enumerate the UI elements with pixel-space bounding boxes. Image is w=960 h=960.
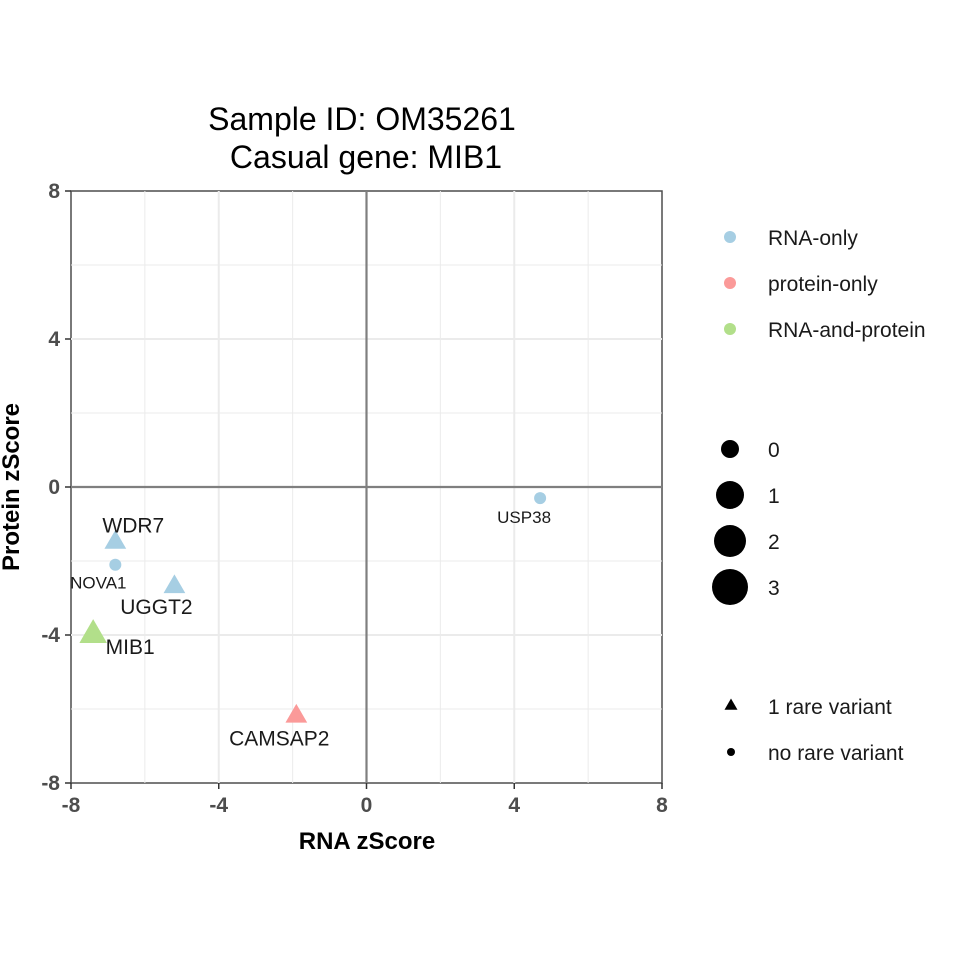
legend-color-key bbox=[724, 277, 736, 289]
legend-color-label: RNA-only bbox=[768, 227, 858, 250]
legend-size-label: 3 bbox=[768, 577, 780, 600]
y-axis-title: Protein zScore bbox=[0, 403, 25, 571]
y-tick-label: 8 bbox=[48, 180, 60, 203]
legend-color-key bbox=[724, 323, 736, 335]
zero-lines bbox=[71, 191, 662, 783]
y-tick-label: -4 bbox=[41, 624, 60, 647]
x-axis-ticks: -8 -4 0 4 8 bbox=[62, 783, 668, 817]
legend-color: RNA-only protein-only RNA-and-protein bbox=[724, 227, 926, 342]
y-tick-label: -8 bbox=[41, 772, 60, 795]
point-label-usp38: USP38 bbox=[497, 508, 551, 527]
y-tick-label: 0 bbox=[48, 476, 60, 499]
point-label-wdr7: WDR7 bbox=[102, 515, 164, 538]
legend-size-label: 0 bbox=[768, 439, 780, 462]
chart-title-line-1: Sample ID: OM35261 bbox=[208, 101, 516, 137]
y-tick-label: 4 bbox=[48, 328, 60, 351]
legend-size: 0 1 2 3 bbox=[712, 439, 780, 605]
point-label-uggt2: UGGT2 bbox=[120, 596, 192, 619]
point-label-camsap2: CAMSAP2 bbox=[229, 727, 329, 750]
y-axis-ticks: -8 -4 0 4 8 bbox=[41, 180, 71, 795]
legend-color-label: protein-only bbox=[768, 273, 878, 296]
point-nova1 bbox=[109, 558, 122, 571]
data-points bbox=[79, 492, 547, 723]
point-wdr7 bbox=[104, 529, 127, 549]
chart-title: Sample ID: OM35261 Casual gene: MIB1 bbox=[208, 101, 516, 175]
x-tick-label: 8 bbox=[656, 794, 668, 817]
point-labels: USP38 WDR7 NOVA1 UGGT2 MIB1 CAMSAP2 bbox=[70, 508, 551, 750]
point-usp38 bbox=[534, 492, 547, 505]
point-mib1 bbox=[79, 619, 107, 643]
point-uggt2 bbox=[163, 574, 186, 594]
chart-title-line-2: Casual gene: MIB1 bbox=[230, 139, 502, 175]
x-tick-label: -4 bbox=[209, 794, 228, 817]
legend-shape-label: no rare variant bbox=[768, 742, 904, 765]
x-tick-label: 4 bbox=[508, 794, 520, 817]
legend-color-label: RNA-and-protein bbox=[768, 319, 926, 342]
legend-size-label: 2 bbox=[768, 531, 780, 554]
legend-size-label: 1 bbox=[768, 485, 780, 508]
legend-dot-key bbox=[727, 748, 735, 756]
legend-shape: 1 rare variant no rare variant bbox=[724, 696, 904, 765]
point-camsap2 bbox=[285, 703, 308, 723]
x-tick-label: 0 bbox=[361, 794, 373, 817]
legend-size-key bbox=[714, 525, 746, 557]
point-label-nova1: NOVA1 bbox=[70, 574, 126, 593]
legend-triangle-key bbox=[724, 698, 738, 710]
legend-size-key bbox=[716, 481, 744, 509]
legend-shape-label: 1 rare variant bbox=[768, 696, 892, 719]
x-axis-title: RNA zScore bbox=[299, 828, 435, 855]
x-tick-label: -8 bbox=[62, 794, 81, 817]
legend-color-key bbox=[724, 231, 736, 243]
legend-size-key bbox=[721, 440, 739, 458]
legend-size-key bbox=[712, 569, 748, 605]
point-label-mib1: MIB1 bbox=[106, 636, 155, 659]
